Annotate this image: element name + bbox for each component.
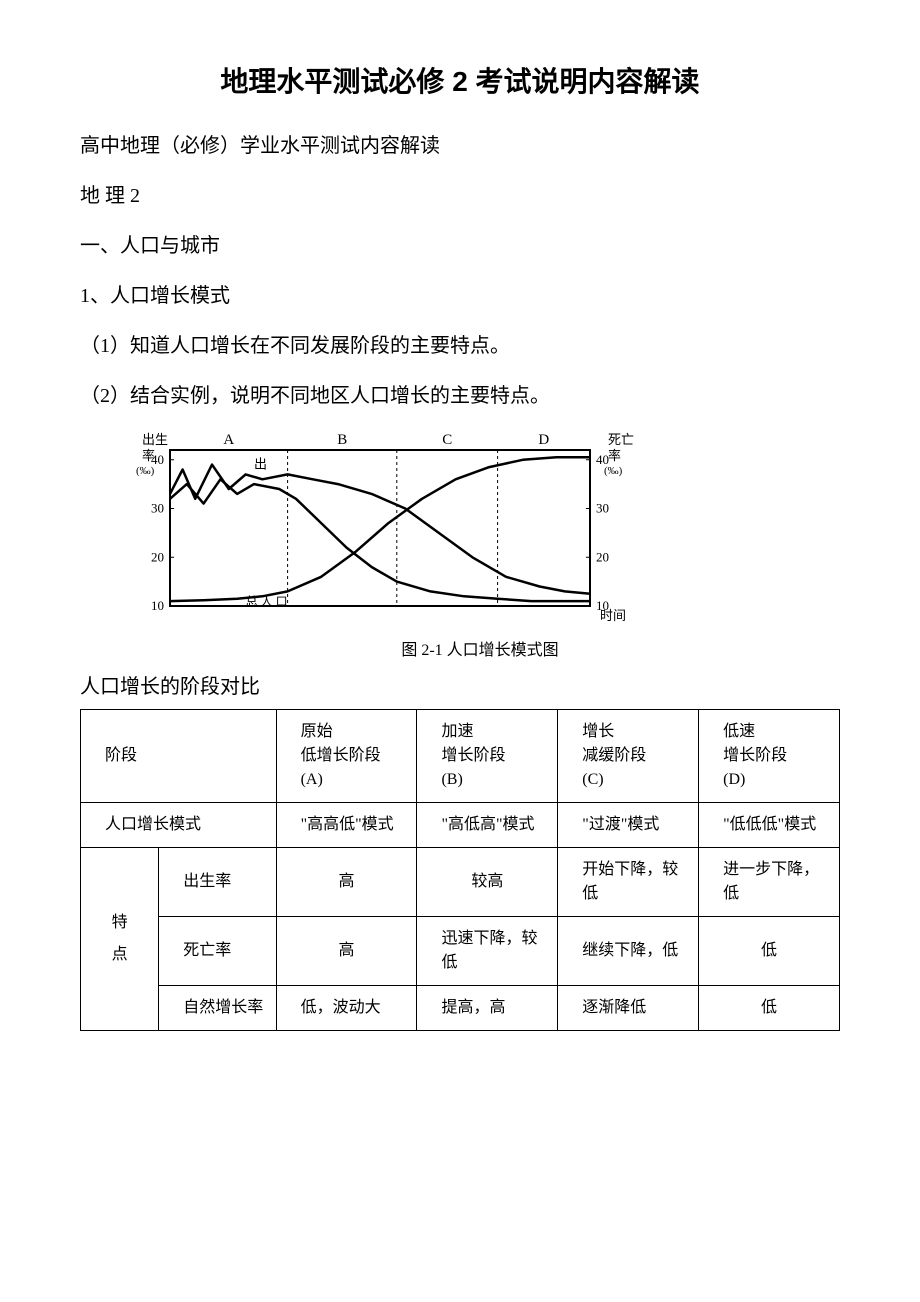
table-heading: 人口增长的阶段对比 bbox=[80, 670, 840, 699]
svg-text:C: C bbox=[442, 432, 452, 448]
line-point-1: （1）知道人口增长在不同发展阶段的主要特点。 bbox=[80, 324, 840, 368]
svg-text:10: 10 bbox=[151, 598, 164, 613]
table-row: 人口增长模式 "高高低"模式 "高低高"模式 "过渡"模式 "低低低"模式 bbox=[81, 803, 840, 848]
death-D: 低 bbox=[699, 917, 840, 986]
svg-text:率: 率 bbox=[608, 448, 621, 463]
header-C: 增长减缓阶段(C) bbox=[558, 710, 699, 803]
svg-text:时间: 时间 bbox=[600, 608, 626, 623]
death-B: 迅速下降，较低 bbox=[417, 917, 558, 986]
mode-A: "高高低"模式 bbox=[276, 803, 417, 848]
metric-natural: 自然增长率 bbox=[159, 986, 276, 1031]
population-chart: 1010202030304040出生率(‰)死亡率(‰)时间ABCD出总 人 口 bbox=[120, 428, 840, 628]
natural-C: 逐渐降低 bbox=[558, 986, 699, 1031]
svg-text:总 人 口: 总 人 口 bbox=[246, 594, 288, 608]
table-row: 死亡率 高 迅速下降，较低 继续下降，低 低 bbox=[81, 917, 840, 986]
natural-D: 低 bbox=[699, 986, 840, 1031]
svg-text:(‰): (‰) bbox=[136, 465, 155, 477]
header-stage: 阶段 bbox=[81, 710, 277, 803]
death-A: 高 bbox=[276, 917, 417, 986]
line-subtitle: 高中地理（必修）学业水平测试内容解读 bbox=[80, 124, 840, 168]
features-group-label: 特点 bbox=[81, 848, 159, 1031]
line-section-1: 一、人口与城市 bbox=[80, 224, 840, 268]
line-subject: 地 理 2 bbox=[80, 174, 840, 218]
svg-text:A: A bbox=[223, 432, 234, 448]
svg-text:B: B bbox=[337, 432, 347, 448]
death-C: 继续下降，低 bbox=[558, 917, 699, 986]
svg-text:20: 20 bbox=[151, 549, 164, 564]
mode-D: "低低低"模式 bbox=[699, 803, 840, 848]
svg-text:出: 出 bbox=[254, 456, 267, 471]
comparison-table: 阶段 原始低增长阶段(A) 加速增长阶段(B) 增长减缓阶段(C) 低速增长阶段… bbox=[80, 709, 840, 1031]
natural-A: 低，波动大 bbox=[276, 986, 417, 1031]
chart-caption: 图 2-1 人口增长模式图 bbox=[120, 636, 840, 660]
svg-text:30: 30 bbox=[596, 501, 609, 516]
table-row: 特点 出生率 高 较高 开始下降，较低 进一步下降，低 bbox=[81, 848, 840, 917]
svg-text:率: 率 bbox=[142, 448, 155, 463]
header-A: 原始低增长阶段(A) bbox=[276, 710, 417, 803]
birth-C: 开始下降，较低 bbox=[558, 848, 699, 917]
metric-death: 死亡率 bbox=[159, 917, 276, 986]
header-D: 低速增长阶段(D) bbox=[699, 710, 840, 803]
svg-text:死亡: 死亡 bbox=[608, 432, 634, 447]
line-topic-1: 1、人口增长模式 bbox=[80, 274, 840, 318]
svg-text:30: 30 bbox=[151, 501, 164, 516]
metric-birth: 出生率 bbox=[159, 848, 276, 917]
svg-text:(‰): (‰) bbox=[604, 465, 623, 477]
line-point-2: （2）结合实例，说明不同地区人口增长的主要特点。 bbox=[80, 374, 840, 418]
natural-B: 提高，高 bbox=[417, 986, 558, 1031]
page-title: 地理水平测试必修 2 考试说明内容解读 bbox=[80, 60, 840, 100]
birth-B: 较高 bbox=[417, 848, 558, 917]
svg-text:20: 20 bbox=[596, 549, 609, 564]
mode-B: "高低高"模式 bbox=[417, 803, 558, 848]
mode-label: 人口增长模式 bbox=[81, 803, 277, 848]
svg-text:D: D bbox=[538, 432, 549, 448]
svg-text:出生: 出生 bbox=[142, 432, 168, 447]
birth-D: 进一步下降，低 bbox=[699, 848, 840, 917]
header-B: 加速增长阶段(B) bbox=[417, 710, 558, 803]
chart-svg: 1010202030304040出生率(‰)死亡率(‰)时间ABCD出总 人 口 bbox=[120, 428, 640, 628]
mode-C: "过渡"模式 bbox=[558, 803, 699, 848]
birth-A: 高 bbox=[276, 848, 417, 917]
table-row: 自然增长率 低，波动大 提高，高 逐渐降低 低 bbox=[81, 986, 840, 1031]
table-row: 阶段 原始低增长阶段(A) 加速增长阶段(B) 增长减缓阶段(C) 低速增长阶段… bbox=[81, 710, 840, 803]
